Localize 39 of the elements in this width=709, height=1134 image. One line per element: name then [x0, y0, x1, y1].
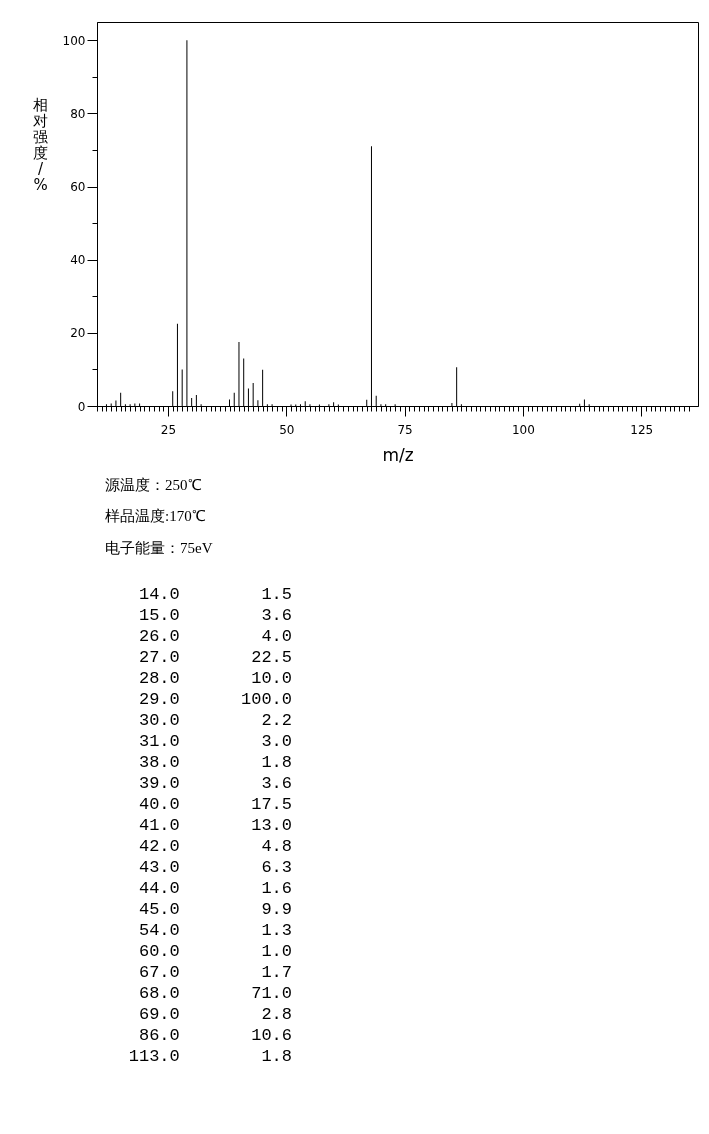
text: 113.0 1.8 [128, 1047, 292, 1066]
text: 39.0 3.6 [138, 774, 292, 793]
text: 14.0 1.5 [138, 585, 292, 604]
text: 42.0 4.8 [138, 837, 292, 856]
text: 54.0 1.3 [138, 921, 292, 940]
x-axis-title: m/z [382, 444, 414, 465]
x-tick-label: 100 [511, 422, 535, 437]
text: 43.0 6.3 [138, 858, 292, 877]
text: 41.0 13.0 [138, 816, 292, 835]
text: 28.0 10.0 [138, 669, 292, 688]
text: 67.0 1.7 [138, 963, 292, 982]
y-tick-label: 20 [70, 326, 86, 341]
text: 45.0 9.9 [138, 900, 292, 919]
text: 27.0 22.5 [138, 648, 292, 667]
text: 69.0 2.8 [138, 1005, 292, 1024]
text: 15.0 3.6 [138, 606, 292, 625]
text: 样品温度:170℃ [105, 508, 206, 525]
x-tick-label: 125 [630, 422, 654, 437]
text: 电子能量：75eV [105, 539, 213, 556]
text: 38.0 1.8 [138, 753, 292, 772]
text: 29.0 100.0 [138, 690, 292, 709]
y-tick-label: 60 [70, 180, 86, 195]
y-tick-label: 40 [70, 253, 86, 268]
text: 30.0 2.2 [138, 711, 292, 730]
text: 31.0 3.0 [138, 732, 292, 751]
y-axis-title: 相对强度/% [33, 95, 48, 194]
x-tick-label: 75 [397, 422, 413, 437]
text: 源温度：250℃ [105, 477, 202, 493]
x-tick-label: 25 [160, 422, 177, 437]
text: 44.0 1.6 [138, 879, 292, 898]
text: 86.0 10.6 [138, 1026, 292, 1045]
text: 40.0 17.5 [138, 795, 292, 814]
text: 68.0 71.0 [138, 984, 292, 1003]
text: 60.0 1.0 [138, 942, 292, 961]
y-tick-label: 80 [70, 106, 86, 121]
x-tick-label: 50 [279, 422, 295, 437]
y-tick-label: 100 [62, 33, 86, 48]
y-tick-label: 0 [77, 399, 86, 414]
text: 26.0 4.0 [138, 627, 292, 646]
